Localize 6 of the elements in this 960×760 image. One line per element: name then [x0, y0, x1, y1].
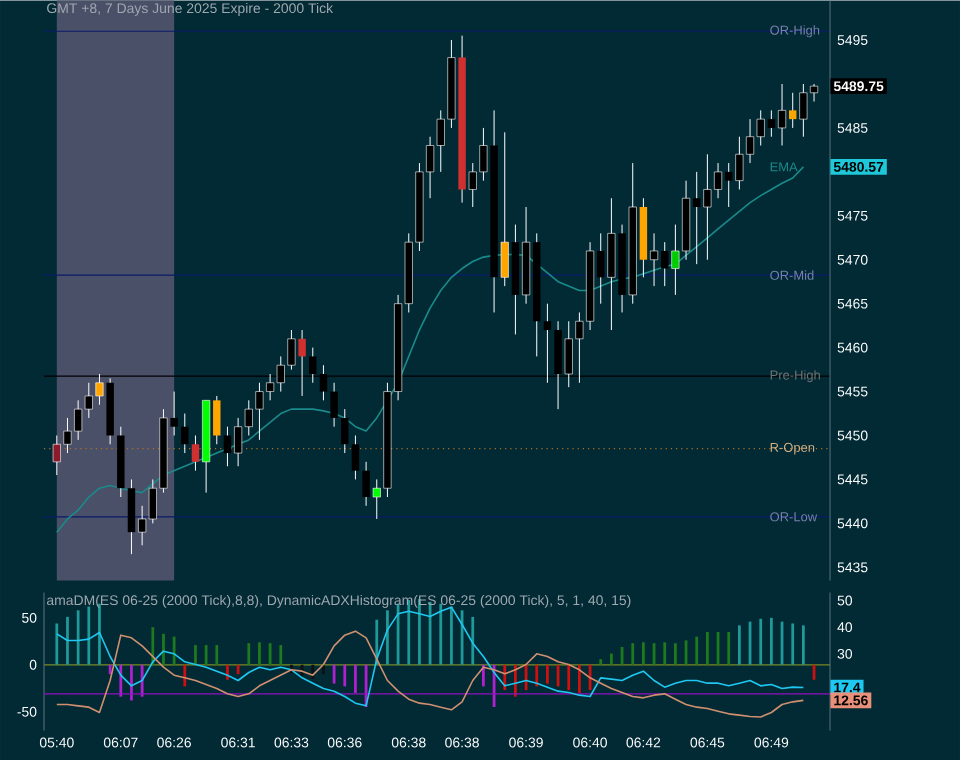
- candlestick: [341, 408, 349, 454]
- candlestick: [330, 382, 338, 427]
- candlestick: [351, 434, 360, 480]
- candlestick: [500, 131, 509, 287]
- line-series: [56, 606, 805, 707]
- candlestick: [181, 412, 189, 454]
